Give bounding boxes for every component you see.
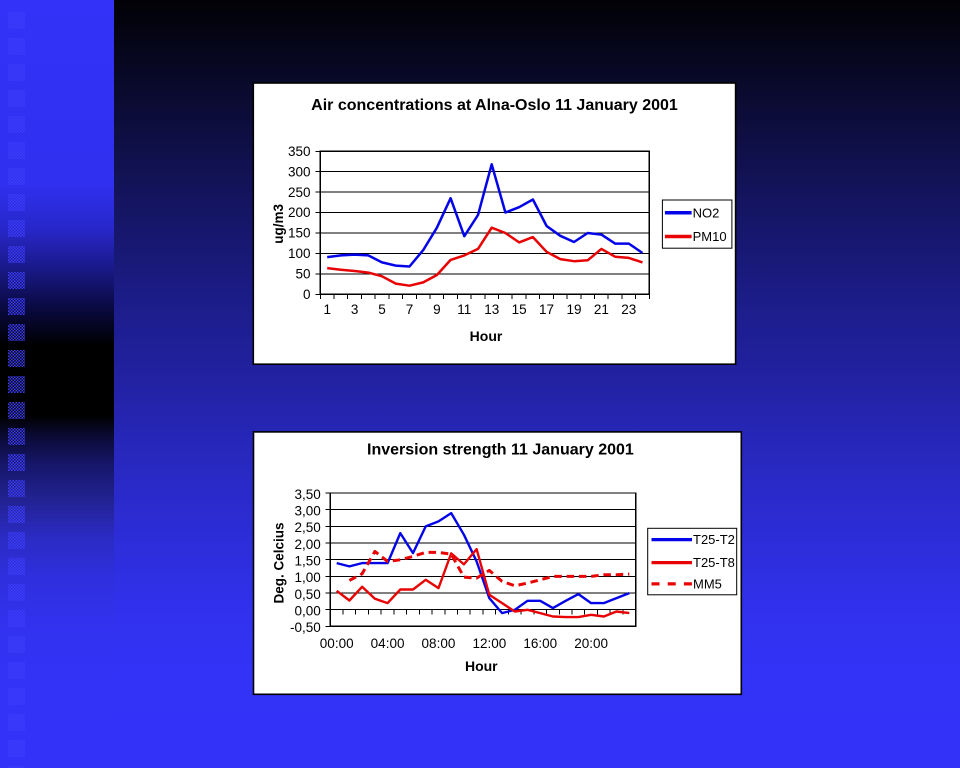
svg-text:12:00: 12:00 [472,636,506,651]
svg-text:300: 300 [288,164,311,179]
svg-text:3,50: 3,50 [295,487,321,502]
svg-text:1,50: 1,50 [295,554,321,569]
svg-text:3: 3 [351,302,359,317]
svg-text:04:00: 04:00 [371,636,405,651]
svg-text:21: 21 [594,302,609,317]
svg-text:NO2: NO2 [693,205,720,220]
svg-text:2,50: 2,50 [295,520,321,535]
svg-text:20:00: 20:00 [574,636,608,651]
svg-text:16:00: 16:00 [523,636,557,651]
svg-text:0,00: 0,00 [295,604,321,619]
svg-text:T25-T8: T25-T8 [693,555,735,570]
svg-text:23: 23 [621,302,636,317]
svg-text:350: 350 [288,144,311,159]
svg-text:50: 50 [295,267,310,282]
svg-text:1,00: 1,00 [295,570,321,585]
svg-text:100: 100 [288,246,311,261]
svg-text:T25-T2: T25-T2 [693,532,735,547]
svg-text:-0,50: -0,50 [290,620,321,635]
svg-text:17: 17 [539,302,554,317]
svg-text:MM5: MM5 [693,577,722,592]
svg-text:PM10: PM10 [693,229,727,244]
svg-text:200: 200 [288,205,311,220]
svg-text:13: 13 [484,302,499,317]
svg-text:Air concentrations at Alna-Osl: Air concentrations at Alna-Oslo 11 Janua… [311,97,678,114]
svg-text:Hour: Hour [470,328,503,344]
svg-text:9: 9 [433,302,441,317]
svg-text:ug/m3: ug/m3 [271,204,286,244]
svg-text:2,00: 2,00 [295,537,321,552]
svg-text:Deg. Celcius: Deg. Celcius [272,522,287,603]
svg-text:7: 7 [406,302,414,317]
svg-text:Hour: Hour [465,658,498,674]
svg-text:150: 150 [288,226,311,241]
svg-text:0: 0 [303,287,311,302]
svg-text:0,50: 0,50 [295,587,321,602]
svg-text:5: 5 [378,302,386,317]
svg-text:11: 11 [457,302,471,317]
svg-text:15: 15 [512,302,527,317]
svg-text:00:00: 00:00 [320,636,354,651]
svg-text:08:00: 08:00 [422,636,456,651]
svg-text:250: 250 [288,185,311,200]
svg-text:19: 19 [566,302,581,317]
svg-text:Inversion strength 11 January: Inversion strength 11 January 2001 [367,442,634,459]
svg-text:3,00: 3,00 [295,503,321,518]
svg-text:1: 1 [323,302,331,317]
